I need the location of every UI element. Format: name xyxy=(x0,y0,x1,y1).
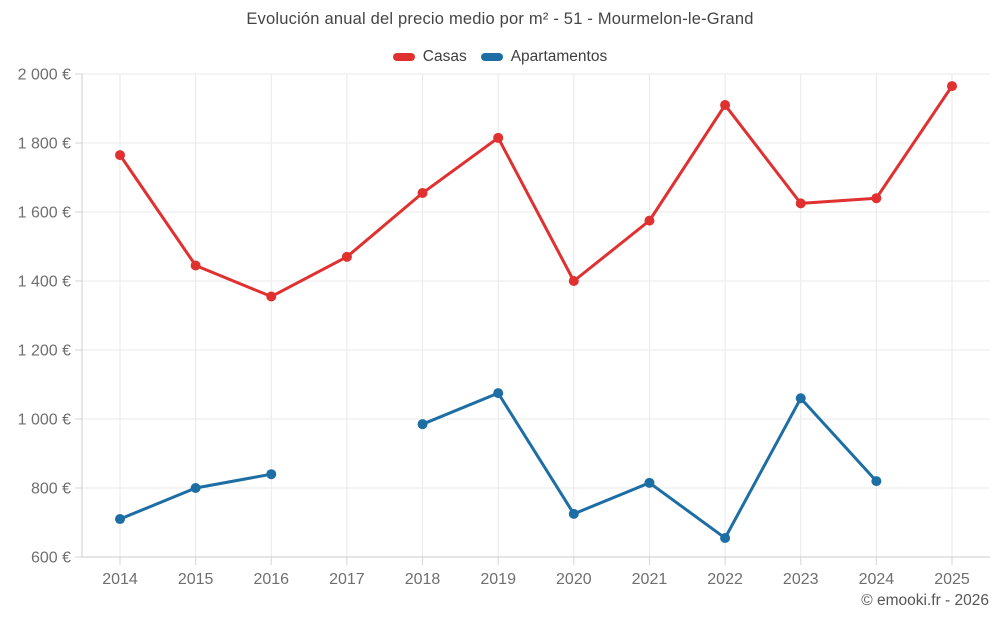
y-axis-tick-label: 800 € xyxy=(31,481,71,498)
x-axis-tick-label: 2025 xyxy=(934,571,970,588)
x-axis-tick-label: 2016 xyxy=(253,571,289,588)
data-point-casas xyxy=(644,215,655,226)
data-point-apartamentos xyxy=(871,476,882,487)
x-axis-tick-label: 2015 xyxy=(178,571,214,588)
data-point-casas xyxy=(266,291,277,302)
apartamentos-series-swatch-icon xyxy=(480,53,503,61)
data-point-apartamentos xyxy=(568,508,579,519)
data-point-casas xyxy=(341,251,352,262)
data-point-apartamentos xyxy=(720,533,731,544)
data-point-apartamentos xyxy=(115,514,125,525)
data-point-apartamentos xyxy=(644,477,655,488)
data-point-apartamentos xyxy=(795,393,806,404)
legend-item-casas: Casas xyxy=(392,48,467,66)
data-point-casas xyxy=(720,100,731,111)
data-point-casas xyxy=(190,260,201,271)
legend-label-casas: Casas xyxy=(422,48,467,65)
x-axis-tick-label: 2019 xyxy=(480,571,516,588)
data-point-casas xyxy=(568,276,579,286)
data-point-apartamentos xyxy=(190,483,201,493)
data-point-casas xyxy=(795,198,806,209)
casas-series-swatch-icon xyxy=(392,53,415,61)
chart-title: Evolución anual del precio medio por m² … xyxy=(246,10,754,28)
y-axis-tick-label: 1 800 € xyxy=(18,136,71,153)
series-line-casas xyxy=(118,84,954,299)
legend-label-apartamentos: Apartamentos xyxy=(510,48,608,65)
y-axis-tick-label: 2 000 € xyxy=(18,67,71,84)
data-point-apartamentos xyxy=(266,469,277,480)
x-axis-tick-label: 2022 xyxy=(707,571,743,588)
x-axis-tick-label: 2021 xyxy=(632,571,668,588)
x-axis-tick-label: 2020 xyxy=(556,571,592,588)
y-axis-tick-label: 1 200 € xyxy=(18,343,71,360)
y-axis-tick-label: 1 400 € xyxy=(18,274,71,291)
data-point-casas xyxy=(493,132,504,143)
data-point-casas xyxy=(115,150,125,161)
y-axis-tick-label: 1 600 € xyxy=(18,205,71,222)
data-point-casas xyxy=(947,81,957,92)
data-point-casas xyxy=(417,188,428,199)
data-point-casas xyxy=(871,193,882,204)
x-axis-tick-label: 2014 xyxy=(102,571,138,588)
y-axis-tick-label: 600 € xyxy=(31,550,71,567)
x-axis-tick-label: 2024 xyxy=(859,571,895,588)
y-axis-tick-label: 1 000 € xyxy=(18,412,71,429)
data-point-apartamentos xyxy=(417,419,428,430)
legend-item-apartamentos: Apartamentos xyxy=(480,48,608,66)
data-point-apartamentos xyxy=(493,388,504,399)
x-axis-tick-label: 2023 xyxy=(783,571,819,588)
chart-legend: Casas Apartamentos xyxy=(0,48,1000,66)
copyright-text: © emooki.fr - 2026 xyxy=(861,592,989,609)
x-axis-tick-label: 2018 xyxy=(405,571,441,588)
x-axis-tick-label: 2017 xyxy=(329,571,365,588)
